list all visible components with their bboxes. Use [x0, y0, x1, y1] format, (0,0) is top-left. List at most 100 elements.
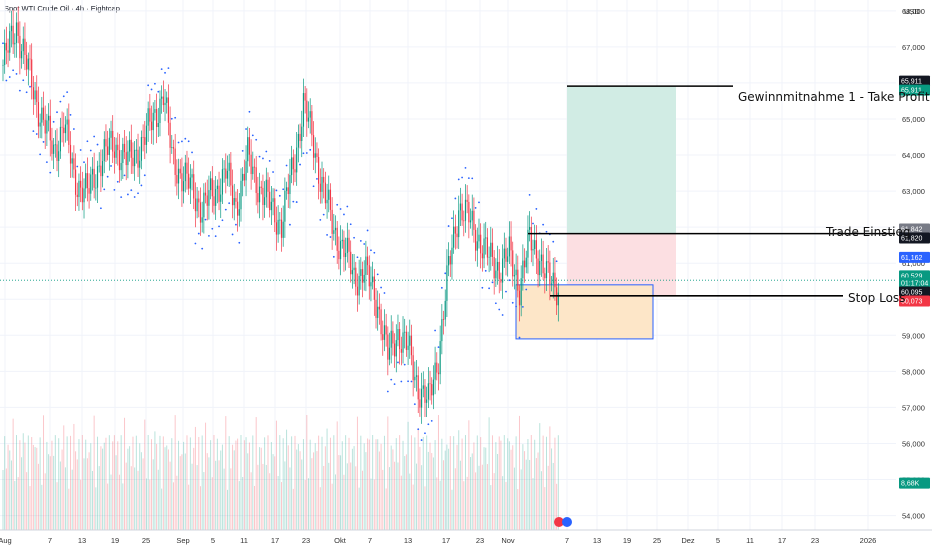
volume-bar: [259, 447, 261, 530]
volume-bar: [83, 458, 85, 530]
candle-body: [471, 210, 473, 221]
volume-bar: [314, 443, 316, 530]
sar-dot: [532, 222, 534, 225]
candle-body: [253, 166, 256, 168]
volume-bar: [48, 454, 50, 530]
volume-bar: [338, 455, 340, 530]
candle-body: [329, 189, 332, 210]
volume-bar: [304, 479, 306, 530]
volume-bar: [458, 430, 460, 530]
volume-bar: [147, 435, 149, 530]
sar-dot: [25, 91, 28, 94]
volume-bar: [140, 452, 142, 530]
volume-bar: [14, 480, 16, 530]
candle-body: [49, 115, 51, 141]
sar-dot: [160, 68, 163, 71]
candle-body: [223, 168, 225, 170]
volume-bar: [277, 476, 279, 530]
sar-dot: [62, 95, 65, 98]
volume-bar: [63, 425, 65, 530]
volume-bar: [397, 462, 399, 530]
volume-bar: [144, 419, 146, 530]
flash-icon[interactable]: [554, 517, 564, 527]
volume-bar: [348, 437, 350, 530]
sar-dot: [59, 100, 62, 103]
volume-bar: [162, 436, 164, 530]
sar-dot: [120, 196, 123, 199]
currency-label: USD: [904, 7, 920, 16]
sar-dot: [211, 227, 214, 230]
volume-bar: [282, 438, 284, 530]
volume-bar: [51, 440, 53, 530]
price-tag: [899, 286, 930, 298]
candle-body: [545, 261, 548, 279]
volume-bar: [446, 444, 448, 530]
x-tick-label: Dez: [681, 536, 695, 545]
price-tag: [899, 477, 930, 489]
volume-bar: [218, 460, 220, 530]
volume-bar: [387, 416, 389, 530]
candle-body: [260, 186, 262, 188]
candle-body: [90, 174, 92, 194]
volume-bar: [145, 478, 147, 530]
candle-body: [412, 355, 414, 381]
volume-bar: [174, 415, 176, 530]
volume-bar: [287, 445, 289, 530]
volume-bar: [71, 469, 73, 530]
candle-body: [96, 166, 99, 188]
volume-bar: [252, 435, 254, 530]
sar-dot: [356, 256, 359, 259]
candle-body: [393, 343, 396, 357]
candle-body: [154, 109, 156, 113]
candle-body: [356, 286, 359, 296]
candle-body: [421, 388, 423, 408]
volume-bar: [232, 444, 234, 530]
sar-dot: [255, 138, 258, 141]
volume-bar: [201, 435, 203, 530]
volume-bar: [86, 458, 88, 530]
candle-body: [169, 122, 171, 148]
volume-bar: [549, 426, 551, 530]
candle-body: [390, 330, 392, 348]
candle-body: [437, 372, 440, 375]
y-tick-label: 68,000: [902, 7, 925, 16]
candle-body: [262, 187, 264, 205]
volume-bar: [392, 449, 394, 530]
candle-body: [483, 238, 485, 259]
volume-bar: [478, 465, 480, 530]
candle-body: [2, 64, 4, 66]
sar-dot: [329, 236, 332, 238]
candle-body: [274, 198, 276, 223]
volume-bar: [36, 447, 38, 530]
volume-bar: [537, 452, 539, 530]
candle-body: [350, 251, 352, 275]
candle-body: [377, 306, 379, 318]
sar-dot: [494, 302, 497, 305]
candlesticks: [2, 6, 559, 424]
volume-bar: [206, 453, 208, 530]
candle-body: [414, 376, 416, 381]
sar-dot: [410, 380, 413, 383]
volume-bar: [127, 448, 129, 530]
event-icons[interactable]: [554, 517, 572, 527]
volume-bar: [210, 440, 212, 530]
volume-bar: [508, 441, 510, 530]
candle-body: [129, 139, 131, 152]
volume-bar: [113, 435, 115, 530]
sar-dot: [66, 91, 69, 94]
candle-body: [147, 108, 149, 126]
range-box[interactable]: [515, 284, 654, 340]
candle-body: [112, 130, 114, 152]
candle-body: [385, 325, 387, 335]
candle-body: [64, 124, 67, 134]
flag-icon[interactable]: [562, 517, 572, 527]
volume-bar: [134, 467, 136, 530]
candle-body: [530, 226, 532, 251]
volume-bar: [172, 482, 174, 530]
volume-bar: [346, 463, 348, 530]
sar-dot: [346, 205, 349, 208]
candle-body: [137, 149, 139, 168]
take-profit-zone[interactable]: [567, 86, 676, 234]
candle-body: [515, 269, 517, 276]
